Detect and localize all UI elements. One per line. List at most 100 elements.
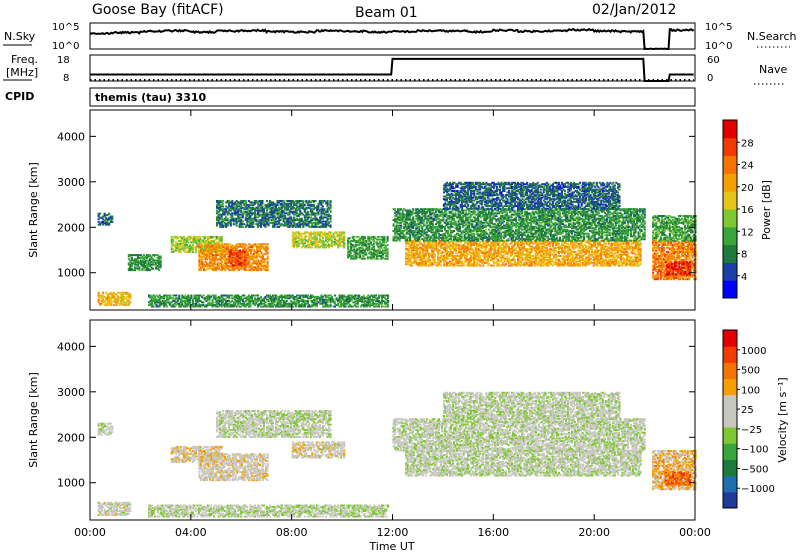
power-cell (231, 249, 234, 252)
power-cell (329, 215, 332, 217)
power-cell (236, 247, 239, 250)
power-cell (224, 248, 227, 251)
power-cell (209, 244, 212, 247)
power-cell (102, 215, 105, 218)
power-cell (249, 248, 252, 251)
power-cell (193, 238, 196, 241)
power-cell (135, 267, 138, 270)
power-cell (194, 238, 197, 241)
power-cell (234, 244, 237, 247)
power-cell (221, 247, 224, 250)
power-cell (97, 220, 100, 223)
power-cell (159, 255, 162, 258)
power-cell (142, 262, 145, 265)
power-cell (127, 267, 130, 270)
power-cell (127, 294, 130, 297)
power-cell (198, 245, 201, 248)
power-cell (198, 269, 201, 272)
power-cell (194, 246, 197, 249)
power-cell (261, 200, 264, 202)
power-cell (254, 244, 257, 247)
power-cell (172, 238, 175, 241)
power-cell (196, 238, 199, 241)
power-cell (321, 236, 324, 239)
power-cell (144, 255, 147, 258)
power-cell (254, 259, 257, 262)
power-cell (193, 240, 196, 242)
power-cell (147, 254, 150, 257)
power-cell (224, 266, 227, 269)
power-cell (120, 302, 123, 305)
power-cell (429, 259, 432, 262)
power-cell (213, 259, 216, 262)
power-cell (158, 259, 161, 262)
power-cell (220, 241, 223, 244)
power-cell (103, 215, 106, 218)
power-cell (127, 298, 130, 301)
power-cell (216, 243, 219, 246)
freq-left-tick-top: 18 (57, 55, 70, 66)
power-cell (199, 252, 202, 255)
power-cell (111, 294, 114, 297)
power-cell (209, 245, 212, 248)
power-cell (181, 241, 184, 244)
power-cell (255, 263, 258, 266)
power-cell (198, 252, 201, 255)
power-cell (222, 267, 225, 270)
power-cell (100, 216, 103, 219)
power-cell (230, 269, 233, 272)
power-cell (228, 269, 231, 272)
power-cell (191, 237, 194, 240)
power-cell (227, 244, 230, 247)
power-cell (243, 267, 246, 270)
power-cell (252, 225, 255, 228)
power-cell (120, 297, 123, 300)
power-cell (193, 241, 196, 244)
power-cell (99, 294, 102, 297)
power-cell (121, 297, 124, 300)
power-cell (315, 236, 318, 239)
power-cell (226, 217, 229, 220)
power-cell (225, 263, 228, 266)
power-cell (246, 259, 249, 262)
power-cell (105, 223, 108, 226)
power-cell (187, 245, 190, 248)
power-cell (224, 243, 227, 246)
power-cell (255, 267, 258, 270)
power-cell (237, 243, 240, 246)
power-cell (109, 293, 112, 296)
freq-left-label-1: Freq. (11, 53, 38, 66)
power-cell (105, 297, 108, 300)
power-cell (172, 241, 175, 244)
power-cell (142, 254, 145, 257)
power-cell (102, 300, 105, 302)
power-cell (334, 301, 337, 304)
power-cell (97, 214, 100, 217)
power-cell (199, 269, 202, 272)
power-cell (130, 263, 133, 266)
power-cell (216, 262, 219, 265)
power-cell (194, 248, 197, 251)
power-cell (149, 263, 152, 266)
power-cell (133, 259, 136, 262)
freq-frame (89, 54, 696, 82)
power-cell (334, 294, 337, 297)
power-cell (258, 250, 261, 252)
power-cell (138, 269, 141, 272)
power-cell (120, 291, 123, 294)
power-cell (155, 254, 158, 257)
power-cell (343, 235, 346, 238)
power-cell (207, 237, 210, 240)
power-cell (245, 265, 248, 267)
power-cell (245, 261, 248, 264)
power-cell (260, 245, 263, 248)
power-cell (106, 302, 109, 305)
power-cell (112, 295, 115, 298)
power-cell (204, 254, 207, 257)
power-cell (221, 245, 224, 248)
power-cell (200, 240, 203, 242)
power-cell (216, 265, 219, 267)
power-cell (344, 305, 347, 308)
power-cell (184, 248, 187, 251)
power-cell (132, 259, 135, 262)
